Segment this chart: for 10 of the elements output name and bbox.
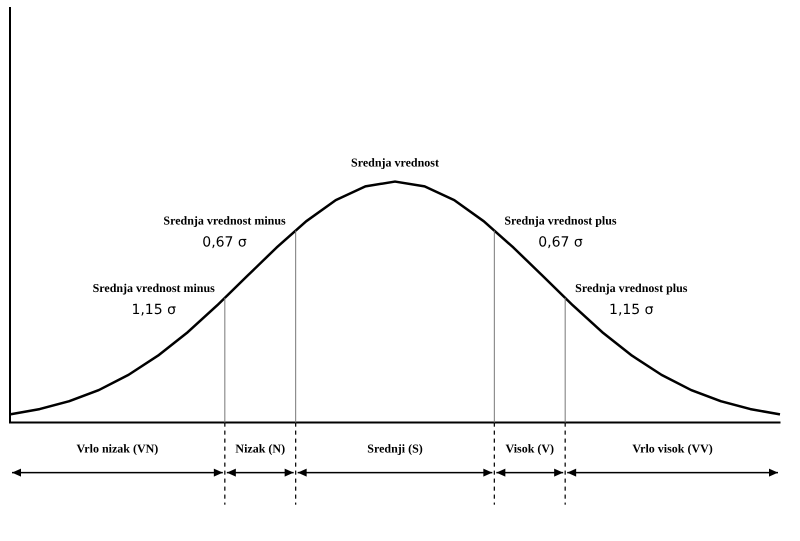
text: Visok (V)	[505, 442, 554, 456]
annotation: Srednja vrednost minus 1,15 σ	[92, 280, 216, 318]
annotation: Srednja vrednost plus 1,15 σ	[575, 280, 688, 318]
text: Nizak (N)	[235, 442, 286, 456]
text: Srednji (S)	[367, 442, 423, 456]
text: Vrlo visok (VV)	[632, 442, 713, 456]
annotation: Srednja vrednost minus 0,67 σ	[163, 214, 286, 251]
text: Vrlo nizak (VN)	[76, 442, 158, 456]
annotation: Srednja vrednost plus 0,67 σ	[504, 214, 617, 251]
text: Srednja vrednost	[351, 156, 439, 170]
